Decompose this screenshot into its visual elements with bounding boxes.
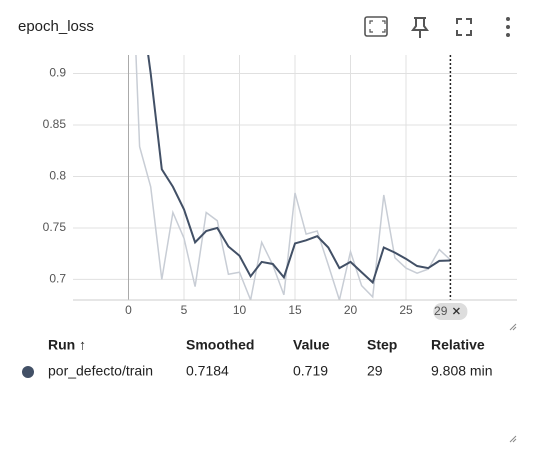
fit-button[interactable]	[364, 16, 388, 37]
x-tick-label: 25	[399, 303, 413, 317]
column-header: Value	[293, 337, 330, 353]
series-line	[147, 55, 451, 285]
y-tick-label: 0.85	[43, 117, 67, 131]
pin-button[interactable]	[411, 17, 429, 38]
run-swatch	[22, 366, 34, 378]
table-cell: por_defecto/train	[48, 363, 153, 379]
chart: 0.7 0.75 0.8 0.85 0.9 0 5 10 15 20 25 29	[43, 55, 517, 320]
fullscreen-button[interactable]	[456, 18, 472, 36]
table-cell: 29	[367, 363, 383, 379]
x-tick-label: 15	[288, 303, 302, 317]
series-line	[135, 55, 451, 300]
y-tick-label: 0.8	[49, 169, 66, 183]
table-cell: 0.7184	[186, 363, 229, 379]
cursor-label: 29	[434, 304, 448, 318]
resize-handle[interactable]	[509, 323, 517, 443]
column-header: Step	[367, 337, 397, 353]
column-header: Run ↑	[48, 337, 86, 353]
x-tick-label: 0	[125, 303, 132, 317]
x-tick-label: 10	[233, 303, 247, 317]
run-table: Run ↑ Smoothed Value Step Relative por_defect…	[48, 337, 492, 379]
cursor-close	[452, 307, 460, 315]
y-tick-label: 0.75	[43, 220, 67, 234]
table-cell: 0.719	[293, 363, 328, 379]
card-title: epoch_loss	[18, 18, 94, 35]
y-tick-label: 0.7	[49, 272, 66, 286]
column-header: Smoothed	[186, 337, 254, 353]
column-header: Relative	[431, 337, 485, 353]
cursor-chip	[433, 303, 468, 320]
menu-button[interactable]	[506, 17, 510, 37]
x-tick-label: 5	[181, 303, 188, 317]
y-tick-label: 0.9	[49, 66, 66, 80]
x-tick-label: 20	[344, 303, 358, 317]
table-cell: 9.808 min	[431, 363, 492, 379]
